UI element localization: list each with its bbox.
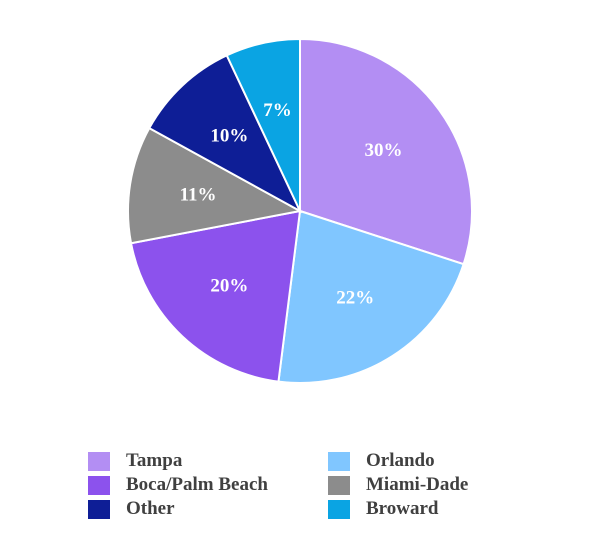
slice-label-boca-palm-beach: 20%: [210, 276, 248, 297]
pie-slice-labels: 30% 22% 20% 11% 10% 7%: [180, 100, 403, 309]
legend-label-boca-palm-beach: Boca/Palm Beach: [126, 474, 268, 495]
legend-item-boca-palm-beach: Boca/Palm Beach: [88, 474, 328, 496]
pie-slices: [127, 37, 473, 384]
pie-slice-tampa: [299, 37, 473, 266]
legend-swatch-other: [88, 499, 110, 519]
legend-item-tampa: Tampa: [88, 450, 328, 472]
legend-label-miami-dade: Miami-Dade: [366, 474, 469, 495]
pie-slice-miami-dade: [127, 126, 303, 245]
legend-item-broward: Broward: [328, 498, 528, 520]
legend-label-tampa: Tampa: [126, 450, 183, 471]
slice-label-tampa: 30%: [364, 140, 402, 161]
pie-slice-other: [147, 54, 303, 214]
slice-label-other: 10%: [210, 125, 248, 146]
pie-slice-broward: [225, 37, 301, 212]
slice-label-broward: 7%: [263, 100, 292, 121]
legend-label-orlando: Orlando: [366, 450, 435, 471]
pie-chart: 30% 22% 20% 11% 10% 7%: [127, 37, 473, 384]
legend-swatch-orlando: [328, 451, 350, 471]
legend-swatch-miami-dade: [328, 475, 350, 495]
chart-legend: Tampa Orlando Boca/Palm Beach Miami-Dade Oth…: [88, 450, 528, 520]
legend-item-orlando: Orlando: [328, 450, 528, 472]
slice-label-miami-dade: 11%: [180, 184, 217, 205]
pie-slice-orlando: [277, 209, 465, 384]
slice-label-orlando: 22%: [336, 288, 374, 309]
pie-slice-boca-palm-beach: [129, 209, 302, 383]
legend-item-miami-dade: Miami-Dade: [328, 474, 528, 496]
legend-label-other: Other: [126, 498, 175, 519]
legend-item-other: Other: [88, 498, 328, 520]
legend-swatch-broward: [328, 499, 350, 519]
legend-swatch-boca-palm-beach: [88, 475, 110, 495]
legend-label-broward: Broward: [366, 498, 439, 519]
legend-swatch-tampa: [88, 451, 110, 471]
